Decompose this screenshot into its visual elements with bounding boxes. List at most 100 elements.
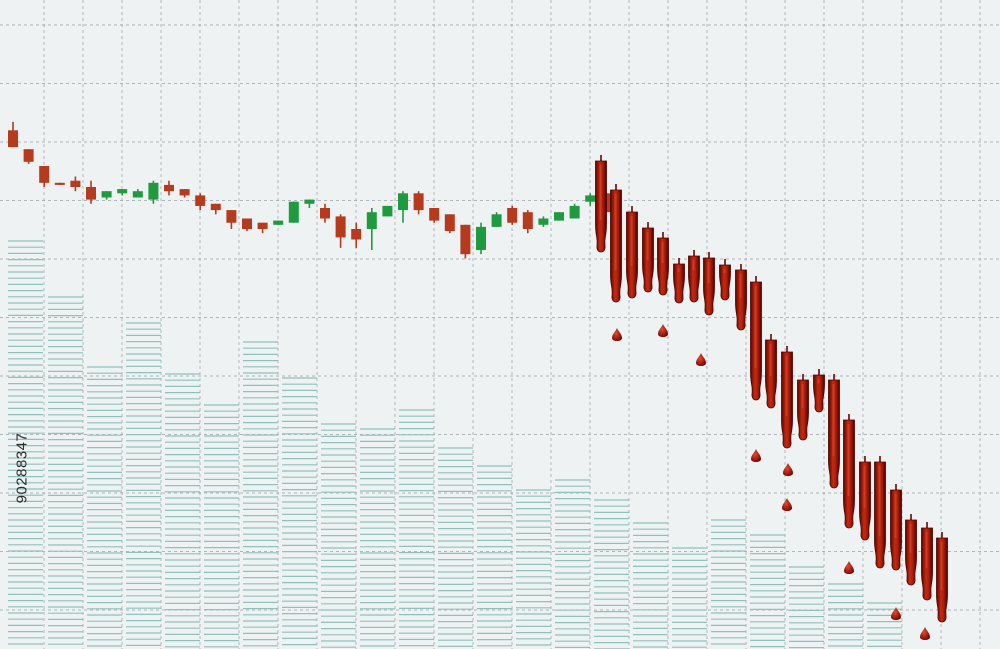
candle-bullish xyxy=(398,191,408,223)
candlesticks xyxy=(8,121,611,259)
blood-drops xyxy=(612,324,930,640)
candle-highlight xyxy=(863,466,866,508)
volume-bar xyxy=(360,428,395,647)
candle-highlight xyxy=(646,232,649,260)
candle-body xyxy=(86,187,96,200)
candle-body xyxy=(132,191,143,198)
candle-body xyxy=(538,218,549,225)
candle-body xyxy=(491,214,502,227)
blood-drop xyxy=(612,328,622,341)
candle-highlight xyxy=(630,216,633,266)
candle-body xyxy=(522,212,533,229)
candle-body xyxy=(460,224,471,255)
candle-bearish xyxy=(164,180,174,196)
candle-bearish xyxy=(179,189,190,198)
blood-drop xyxy=(783,463,793,476)
bleeding-candle xyxy=(719,259,731,301)
candle-body-bleeding xyxy=(843,419,855,529)
volume-bar xyxy=(828,583,863,647)
volume-bar xyxy=(282,377,317,646)
candle-bullish xyxy=(366,208,377,250)
candle-highlight xyxy=(785,356,788,416)
candle-body-bleeding xyxy=(890,489,902,571)
candle-body xyxy=(39,166,50,183)
candle-bearish xyxy=(54,182,65,185)
candle-bullish xyxy=(476,222,486,255)
candle-bullish xyxy=(554,212,564,221)
candle-body-bleeding xyxy=(921,527,933,601)
candle-body xyxy=(429,208,440,221)
volume-bar xyxy=(711,519,746,645)
candle-highlight xyxy=(940,542,943,590)
candle-highlight xyxy=(909,524,912,553)
bleeding-candle xyxy=(642,222,654,293)
candle-body xyxy=(398,193,408,211)
candle-bullish xyxy=(382,205,393,217)
candle-highlight xyxy=(832,384,835,456)
candle-bearish xyxy=(23,149,34,164)
candle-bullish xyxy=(569,203,580,219)
candle-body-bleeding xyxy=(626,211,638,299)
candle-bearish xyxy=(210,203,221,215)
candle-highlight xyxy=(739,274,742,298)
candle-bearish xyxy=(444,214,455,234)
candle-body-bleeding xyxy=(719,264,731,301)
candle-body-bleeding xyxy=(765,339,777,409)
candle-body-bleeding xyxy=(781,351,793,449)
volume-bar xyxy=(399,409,434,647)
bleeding-candle xyxy=(874,456,886,569)
candle-body-bleeding xyxy=(735,269,747,331)
bleeding-candle xyxy=(610,184,622,303)
candle-body xyxy=(304,199,315,204)
candle-body-bleeding xyxy=(797,379,809,441)
candle-bearish xyxy=(70,176,81,192)
candle-highlight xyxy=(925,532,928,568)
candle-body xyxy=(54,182,65,185)
candle-bullish xyxy=(148,180,159,204)
candle-body-bleeding xyxy=(703,257,715,316)
volume-bar xyxy=(672,547,707,648)
candle-body-bleeding xyxy=(828,379,840,489)
candle-body-bleeding xyxy=(874,461,886,569)
candle-bearish xyxy=(8,121,18,148)
candle-body xyxy=(507,208,518,223)
candle-body-bleeding xyxy=(750,281,762,401)
candle-bullish xyxy=(101,191,112,200)
candle-body xyxy=(195,195,206,206)
bleeding-candle xyxy=(765,334,777,409)
bleeding-candle xyxy=(657,232,669,296)
candle-body xyxy=(554,212,564,221)
candle-bearish xyxy=(226,210,237,229)
candle-body-bleeding xyxy=(595,160,607,253)
candle-bullish xyxy=(585,193,596,206)
bleeding-candle xyxy=(703,252,715,316)
candle-body xyxy=(117,189,128,194)
bleeding-candle xyxy=(890,484,902,571)
candle-body xyxy=(273,220,284,225)
volume-bar xyxy=(87,366,122,647)
candle-body-bleeding xyxy=(642,227,654,293)
candle-body-bleeding xyxy=(688,255,700,303)
volume-bar xyxy=(204,404,239,648)
candle-highlight xyxy=(723,269,726,273)
candle-bullish xyxy=(288,201,299,223)
candle-highlight xyxy=(599,165,602,220)
candle-body xyxy=(101,191,112,198)
volume-bar xyxy=(243,341,278,647)
blood-drop xyxy=(696,353,706,366)
candle-bullish xyxy=(117,189,128,196)
bleeding-candle xyxy=(688,250,700,303)
candle-highlight xyxy=(661,242,664,263)
candle-body xyxy=(23,149,34,162)
candle-bullish xyxy=(304,199,315,208)
candle-body xyxy=(366,212,377,229)
candle-bearish xyxy=(335,214,346,248)
candle-bullish xyxy=(491,212,502,227)
bleeding-candle xyxy=(905,514,917,586)
volume-bar xyxy=(8,240,43,645)
volume-bar xyxy=(516,489,551,646)
candle-body-bleeding xyxy=(905,519,917,586)
candle-body xyxy=(351,229,362,240)
bleeding-candlesticks xyxy=(595,155,948,623)
